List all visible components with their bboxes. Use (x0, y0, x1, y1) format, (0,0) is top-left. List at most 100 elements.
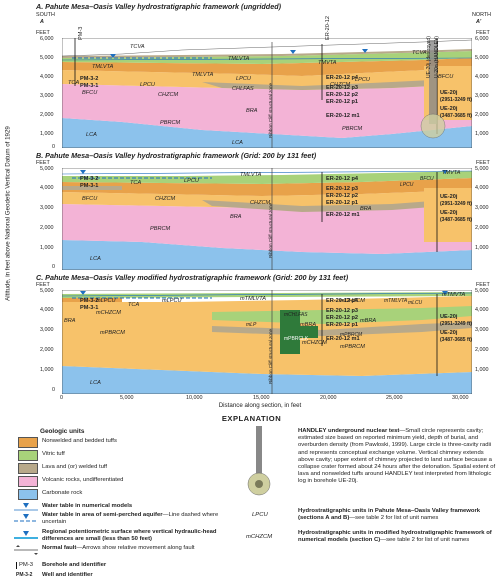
x-tick-25000: 25,000 (386, 395, 403, 401)
x-tick-30000: 30,000 (452, 395, 469, 401)
well-ue20j-c2-depth: (3487-3685 ft) (440, 337, 472, 343)
b-y-tick-2000-r: 2,000 (475, 225, 489, 231)
well-ue20j-a2-depth: (3487-3685 ft) (440, 113, 472, 119)
b-y-tick-1000-r: 1,000 (475, 245, 489, 251)
legend-well: Well and identifier (42, 572, 93, 578)
legend-handley: HANDLEY underground nuclear test—Small c… (298, 428, 498, 486)
a-y-tick-4000-r: 4,000 (475, 74, 489, 80)
section-c (62, 290, 472, 394)
a-y-tick-5000: 5,000 (40, 55, 54, 61)
legend-hsu-title: Hydrostratigraphic units in Pahute Mesa–… (298, 508, 481, 522)
a-y-tick-2000-r: 2,000 (475, 112, 489, 118)
borehole-ue20j-a: UE-20j (destroyed) (426, 36, 432, 78)
well-er-p2-c: ER-20-12 p2 (326, 315, 359, 321)
c-y-tick-0: 0 (52, 387, 55, 393)
well-ue20j-c1: UE-20j (440, 314, 458, 320)
swatch-nonwelded (18, 437, 38, 448)
unit-b-tmvta: TMVTA (442, 170, 461, 176)
c-y-tick-2000: 2,000 (40, 347, 54, 353)
unit-c-mbra2: mBRA (360, 318, 377, 324)
legend-carbonate: Carbonate rock (42, 490, 83, 496)
fault-label-c: Ribbon Cliff structural zone (268, 328, 273, 384)
a-y-tick-6000: 6,000 (40, 36, 54, 42)
legend-borehole: Borehole and identifier (42, 562, 107, 568)
b-y-tick-1000: 1,000 (40, 245, 54, 251)
well-pm3-1-a: PM-3-1 (80, 83, 99, 89)
borehole-er2012-a: ER-20-12 (325, 16, 331, 40)
unit-c-mtmvta: mTMVTA (442, 292, 466, 298)
unit-c-mchzcm3: mCHZCM (302, 340, 327, 346)
panel-c-title: C. Pahute Mesa–Oasis Valley modified hyd… (36, 273, 349, 282)
y-axis-label: Altitude, in feet above National Geodeti… (4, 126, 12, 301)
b-y-tick-5000-r: 5,000 (475, 166, 489, 172)
south-letter: A (40, 19, 44, 25)
well-pm3-1-c: PM-3-1 (80, 305, 99, 311)
well-pm3-2-c: PM-3-2 (80, 298, 99, 304)
north-letter: A' (476, 19, 482, 25)
well-er-p3-b: ER-20-12 p3 (326, 186, 359, 192)
unit-a-pbrcm: PBRCM (160, 120, 181, 126)
b-y-tick-4000: 4,000 (40, 185, 54, 191)
unit-a-lca: LCA (86, 132, 97, 138)
feet-label-b-right: FEET (476, 160, 490, 166)
unit-b-lca: LCA (90, 256, 101, 262)
legend-normal-fault-label: Normal fault (42, 545, 77, 551)
well-er-p3-a: ER-20-12 p3 (326, 85, 359, 91)
legend-semi-perched: Water table in area of semi-perched aqui… (42, 512, 242, 526)
feet-label-c-right: FEET (476, 282, 490, 288)
panel-b-title: B. Pahute Mesa–Oasis Valley hydrostratig… (36, 151, 317, 160)
unit-c-mpbrclk: mPBRCLK (284, 336, 309, 342)
b-y-tick-3000: 3,000 (40, 205, 54, 211)
unit-a-tcva: TCVA (130, 44, 145, 50)
normal-fault-symbol (14, 545, 38, 555)
section-a (62, 38, 472, 148)
b-y-tick-3000-r: 3,000 (475, 205, 489, 211)
c-y-tick-4000: 4,000 (40, 307, 54, 313)
unit-b-chzcm: CHZCM (155, 196, 176, 202)
well-er-m1-b: ER-20-12 m1 (326, 212, 360, 218)
well-er-p4-a: ER-20-12 p4 (326, 75, 359, 81)
well-ue20j-c1-depth: (2951-3249 ft) (440, 321, 472, 327)
b-y-tick-5000: 5,000 (40, 166, 54, 172)
unit-b-lpcu-r: LPCU (400, 182, 414, 188)
swatch-carbonate (18, 489, 38, 500)
unit-b-lpcu: LPCU (184, 178, 199, 184)
legend-handley-text: —Small circle represents cavity; estimat… (298, 428, 496, 485)
c-y-tick-3000: 3,000 (40, 327, 54, 333)
unit-a-chzcm: CHZCM (158, 92, 179, 98)
well-ue20j-b2: UE-20j (440, 210, 458, 216)
legend-mhsu-text: —see table 2 for list of unit names (380, 537, 470, 544)
north-label: NORTH (472, 12, 492, 18)
swatch-vitric (18, 450, 38, 461)
well-ue20j-c2: UE-20j (440, 330, 458, 336)
unit-c-mtmlvta2: mTMLVTA (384, 298, 408, 304)
borehole-sample: PM-3 (16, 562, 43, 570)
unit-a-chzcm2: CHZCM (330, 82, 351, 88)
well-ue20j-b2-depth: (3487-3685 ft) (440, 217, 472, 223)
a-y-tick-0: 0 (52, 144, 55, 150)
legend-normal-fault-desc: —Arrows show relative movement along fau… (76, 545, 195, 551)
unit-c-mlpcu: mLPCU (162, 298, 182, 304)
x-tick-0: 0 (60, 395, 63, 401)
unit-c-lca: LCA (90, 380, 101, 386)
unit-b-bfcu: BFCU (82, 196, 98, 202)
well-er-m1-c: ER-20-12 m1 (326, 336, 360, 342)
unit-b-tmlvta: TMLVTA (240, 172, 262, 178)
c-y-tick-5000-r: 5,000 (475, 288, 489, 294)
unit-b-tca: TCA (130, 180, 142, 186)
well-er-p3-c: ER-20-12 p3 (326, 308, 359, 314)
a-y-tick-3000: 3,000 (40, 93, 54, 99)
unit-c-mchzcm2: mCHZCM (340, 298, 365, 304)
well-pm3-1-b: PM-3-1 (80, 183, 99, 189)
unit-a-bfcu: BFCU (82, 90, 98, 96)
legend-lava: Lava and (or) welded tuff (42, 464, 108, 470)
legend-semi-perched-desc: —Line dashed where uncertain (42, 512, 219, 526)
legend-semi-perched-label: Water table in area of semi-perched aqui… (42, 512, 163, 518)
well-ue20j-b1: UE-20j (440, 194, 458, 200)
unit-c-mchzcm: mCHZCM (96, 310, 121, 316)
a-y-tick-1000: 1,000 (40, 131, 54, 137)
unit-a-pbrcm2: PBRCM (342, 126, 363, 132)
unit-a-bfcu2: BFCU (438, 74, 454, 80)
feet-label-b: FEET (36, 160, 50, 166)
c-y-tick-5000: 5,000 (40, 288, 54, 294)
